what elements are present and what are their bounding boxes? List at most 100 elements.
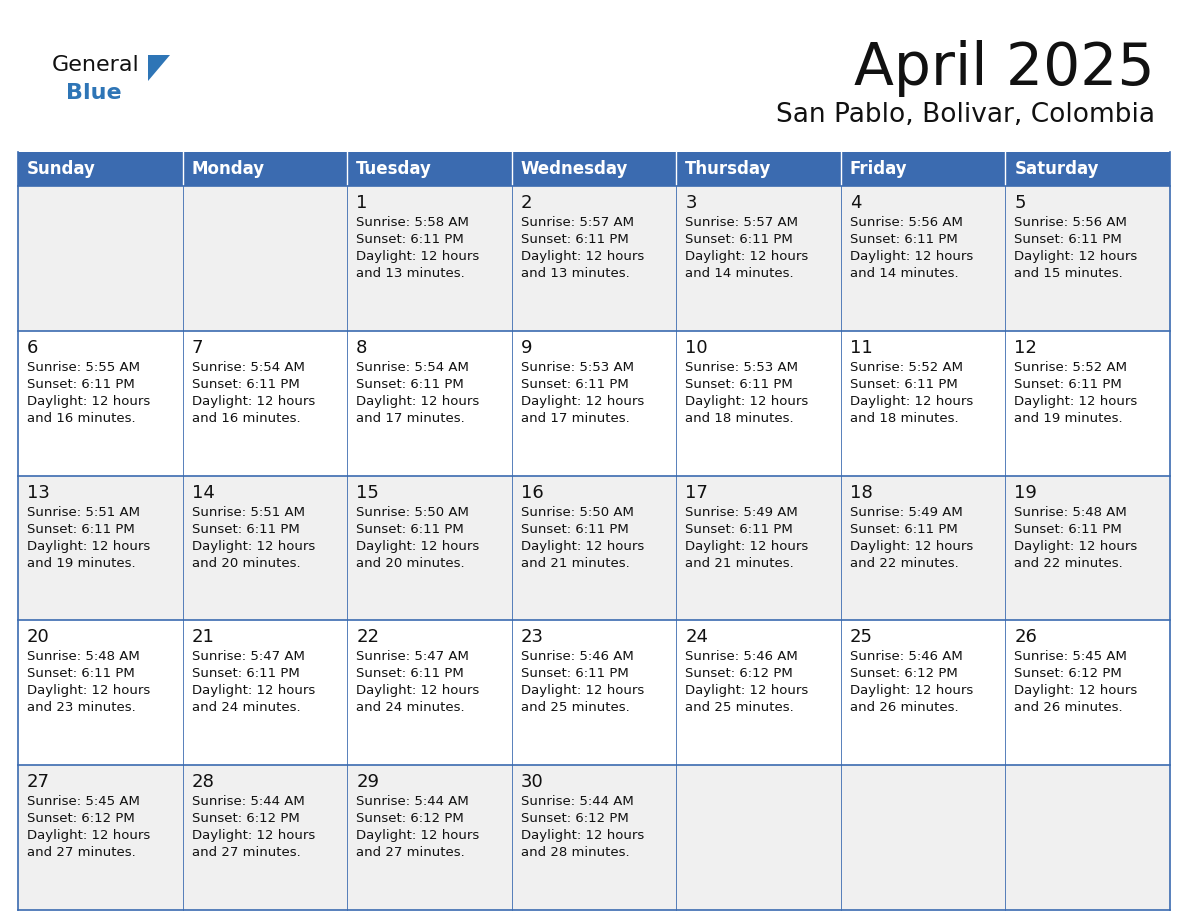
Text: Sunrise: 5:49 AM: Sunrise: 5:49 AM [849,506,962,519]
Text: Daylight: 12 hours: Daylight: 12 hours [27,685,150,698]
Text: Sunrise: 5:45 AM: Sunrise: 5:45 AM [27,795,140,808]
Text: Sunrise: 5:47 AM: Sunrise: 5:47 AM [356,650,469,664]
Text: Sunset: 6:11 PM: Sunset: 6:11 PM [191,378,299,391]
Text: 7: 7 [191,339,203,357]
Text: 22: 22 [356,629,379,646]
Text: and 14 minutes.: and 14 minutes. [849,267,959,280]
Text: and 28 minutes.: and 28 minutes. [520,846,630,859]
Text: Sunset: 6:12 PM: Sunset: 6:12 PM [520,812,628,825]
Text: Monday: Monday [191,160,265,178]
Text: 9: 9 [520,339,532,357]
Text: and 20 minutes.: and 20 minutes. [191,556,301,569]
Text: and 24 minutes.: and 24 minutes. [191,701,301,714]
Text: and 17 minutes.: and 17 minutes. [520,412,630,425]
Text: Daylight: 12 hours: Daylight: 12 hours [27,395,150,408]
Text: Sunset: 6:12 PM: Sunset: 6:12 PM [356,812,463,825]
Text: Wednesday: Wednesday [520,160,628,178]
Text: and 18 minutes.: and 18 minutes. [849,412,959,425]
Text: Daylight: 12 hours: Daylight: 12 hours [356,540,480,553]
Text: Sunrise: 5:57 AM: Sunrise: 5:57 AM [685,216,798,229]
Text: Sunset: 6:11 PM: Sunset: 6:11 PM [1015,522,1123,535]
Text: Sunset: 6:11 PM: Sunset: 6:11 PM [356,233,463,246]
Text: 12: 12 [1015,339,1037,357]
Text: Sunday: Sunday [27,160,96,178]
Text: and 21 minutes.: and 21 minutes. [520,556,630,569]
Text: and 16 minutes.: and 16 minutes. [27,412,135,425]
Text: Daylight: 12 hours: Daylight: 12 hours [520,540,644,553]
Text: Sunset: 6:11 PM: Sunset: 6:11 PM [356,522,463,535]
Text: Blue: Blue [67,83,121,103]
Text: and 27 minutes.: and 27 minutes. [27,846,135,859]
Text: Sunrise: 5:47 AM: Sunrise: 5:47 AM [191,650,304,664]
Text: Sunrise: 5:56 AM: Sunrise: 5:56 AM [849,216,962,229]
Bar [1005,152,1170,186]
Text: Daylight: 12 hours: Daylight: 12 hours [685,395,809,408]
Text: Sunset: 6:11 PM: Sunset: 6:11 PM [356,667,463,680]
Text: San Pablo, Bolivar, Colombia: San Pablo, Bolivar, Colombia [776,102,1155,128]
Text: and 25 minutes.: and 25 minutes. [520,701,630,714]
Text: 19: 19 [1015,484,1037,501]
Text: Sunrise: 5:45 AM: Sunrise: 5:45 AM [1015,650,1127,664]
Text: and 16 minutes.: and 16 minutes. [191,412,301,425]
Text: 17: 17 [685,484,708,501]
Text: 20: 20 [27,629,50,646]
Text: Daylight: 12 hours: Daylight: 12 hours [191,540,315,553]
Text: and 19 minutes.: and 19 minutes. [27,556,135,569]
Text: Sunrise: 5:51 AM: Sunrise: 5:51 AM [27,506,140,519]
Text: Sunrise: 5:46 AM: Sunrise: 5:46 AM [520,650,633,664]
Bar [18,152,183,186]
Bar [18,621,1170,766]
Text: Daylight: 12 hours: Daylight: 12 hours [685,540,809,553]
Text: and 20 minutes.: and 20 minutes. [356,556,465,569]
Bar [18,476,1170,621]
Text: 15: 15 [356,484,379,501]
Text: Sunrise: 5:50 AM: Sunrise: 5:50 AM [520,506,633,519]
Text: Daylight: 12 hours: Daylight: 12 hours [191,685,315,698]
Bar [18,766,1170,910]
Text: Sunrise: 5:57 AM: Sunrise: 5:57 AM [520,216,633,229]
Bar [183,152,347,186]
Text: 1: 1 [356,194,367,212]
Text: and 26 minutes.: and 26 minutes. [849,701,959,714]
Text: Sunset: 6:11 PM: Sunset: 6:11 PM [191,522,299,535]
Text: Sunrise: 5:46 AM: Sunrise: 5:46 AM [685,650,798,664]
Text: and 14 minutes.: and 14 minutes. [685,267,794,280]
Text: 2: 2 [520,194,532,212]
Text: 30: 30 [520,773,543,791]
Text: Daylight: 12 hours: Daylight: 12 hours [849,250,973,263]
Text: 14: 14 [191,484,215,501]
Text: and 24 minutes.: and 24 minutes. [356,701,465,714]
Text: and 23 minutes.: and 23 minutes. [27,701,135,714]
Text: Daylight: 12 hours: Daylight: 12 hours [356,829,480,842]
Text: Sunset: 6:12 PM: Sunset: 6:12 PM [849,667,958,680]
Bar [512,152,676,186]
Text: April 2025: April 2025 [854,40,1155,97]
Text: Sunset: 6:11 PM: Sunset: 6:11 PM [191,667,299,680]
Text: Sunset: 6:11 PM: Sunset: 6:11 PM [685,233,794,246]
Text: Sunset: 6:11 PM: Sunset: 6:11 PM [520,378,628,391]
Text: and 15 minutes.: and 15 minutes. [1015,267,1123,280]
Polygon shape [148,55,170,81]
Text: 10: 10 [685,339,708,357]
Text: Daylight: 12 hours: Daylight: 12 hours [27,540,150,553]
Text: and 25 minutes.: and 25 minutes. [685,701,794,714]
Text: Sunset: 6:12 PM: Sunset: 6:12 PM [27,812,134,825]
Text: Sunrise: 5:50 AM: Sunrise: 5:50 AM [356,506,469,519]
Text: 6: 6 [27,339,38,357]
Text: 5: 5 [1015,194,1026,212]
Text: and 26 minutes.: and 26 minutes. [1015,701,1123,714]
Text: 4: 4 [849,194,861,212]
Text: 26: 26 [1015,629,1037,646]
Text: Sunset: 6:11 PM: Sunset: 6:11 PM [356,378,463,391]
Bar [347,152,512,186]
Text: Daylight: 12 hours: Daylight: 12 hours [685,685,809,698]
Text: and 22 minutes.: and 22 minutes. [1015,556,1123,569]
Text: Sunrise: 5:53 AM: Sunrise: 5:53 AM [685,361,798,374]
Text: Thursday: Thursday [685,160,772,178]
Text: Daylight: 12 hours: Daylight: 12 hours [520,250,644,263]
Text: Daylight: 12 hours: Daylight: 12 hours [520,685,644,698]
Text: Sunrise: 5:54 AM: Sunrise: 5:54 AM [191,361,304,374]
Text: Daylight: 12 hours: Daylight: 12 hours [356,250,480,263]
Text: 29: 29 [356,773,379,791]
Text: Sunset: 6:11 PM: Sunset: 6:11 PM [849,522,958,535]
